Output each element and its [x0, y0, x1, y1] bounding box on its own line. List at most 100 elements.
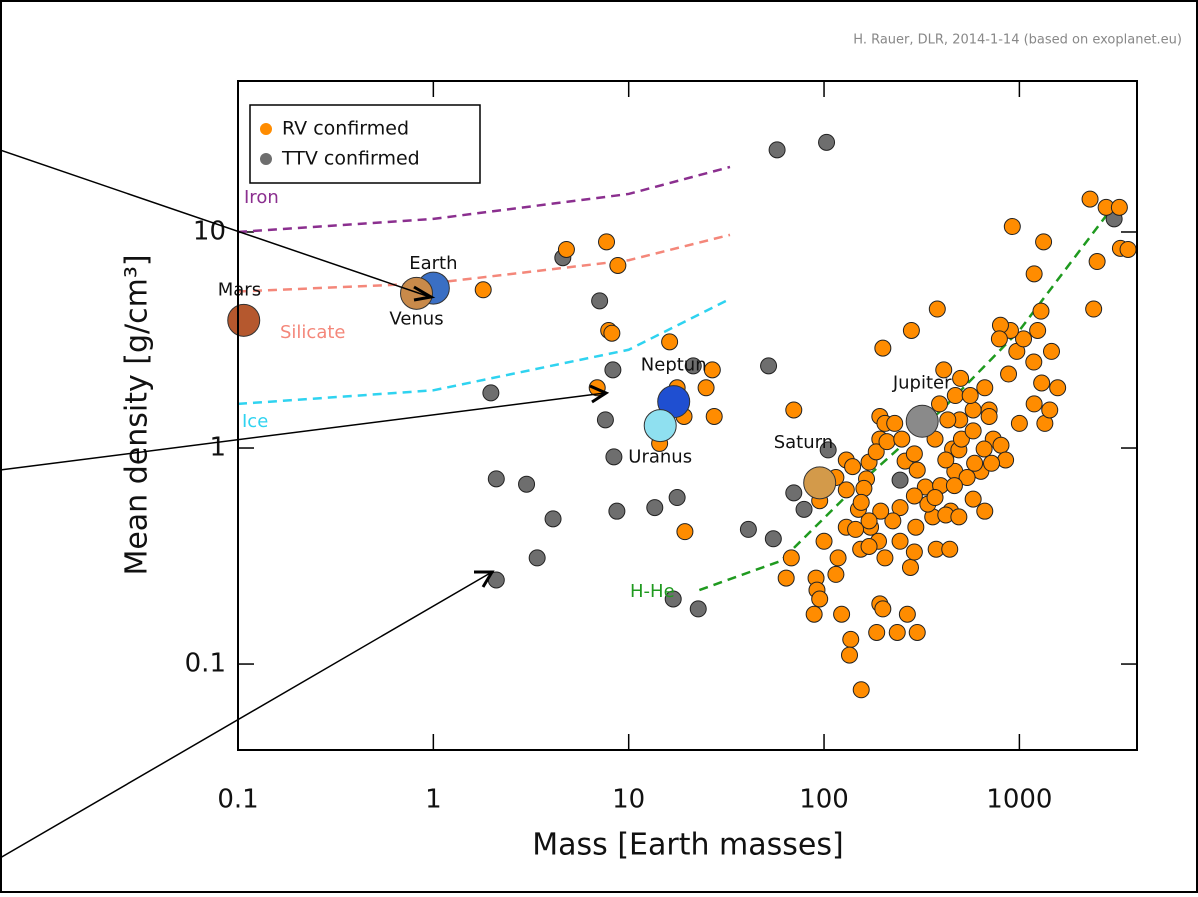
data-point: [1119, 240, 1137, 258]
data-point: [997, 451, 1015, 469]
x-axis-title: Mass [Earth masses]: [532, 828, 843, 863]
data-point: [908, 623, 926, 641]
data-point: [689, 600, 707, 618]
data-point: [1029, 321, 1047, 339]
data-point: [487, 470, 505, 488]
legend-label: TTV confirmed: [281, 148, 420, 170]
data-point: [705, 407, 723, 425]
data-point: [1041, 401, 1059, 419]
curve-label: H-He: [630, 581, 675, 602]
data-point: [1010, 414, 1028, 432]
legend-marker: [260, 123, 272, 135]
data-point: [983, 454, 1001, 472]
plot-content: [238, 133, 1137, 699]
data-point: [908, 461, 926, 479]
data-point: [941, 540, 959, 558]
data-point: [598, 233, 616, 251]
x-tick-label: 1: [425, 785, 442, 815]
data-point: [852, 493, 870, 511]
data-point: [860, 538, 878, 556]
data-point: [1033, 374, 1051, 392]
annotation-arrows: [0, 149, 610, 859]
data-point: [795, 500, 813, 518]
data-point: [605, 448, 623, 466]
data-point: [842, 630, 860, 648]
data-point: [528, 549, 546, 567]
arrow-head: [474, 570, 495, 588]
data-point: [474, 281, 492, 299]
data-point: [827, 565, 845, 583]
y-tick-label: 1: [209, 433, 226, 463]
data-point: [1085, 300, 1103, 318]
data-point: [950, 508, 968, 526]
data-point: [961, 387, 979, 405]
data-point: [867, 443, 885, 461]
data-point: [891, 499, 909, 517]
data-point: [841, 646, 859, 664]
data-point: [935, 361, 953, 379]
data-point: [1088, 253, 1106, 271]
data-point: [975, 440, 993, 458]
data-point: [1110, 198, 1128, 216]
data-point: [829, 549, 847, 567]
data-point: [964, 422, 982, 440]
data-point: [1032, 302, 1050, 320]
planet-label: Venus: [389, 308, 443, 329]
planet-label: Earth: [409, 253, 457, 274]
planet-label: Saturn: [774, 432, 833, 453]
curve-label: Silicate: [280, 322, 346, 343]
data-point: [898, 605, 916, 623]
data-point: [1025, 265, 1043, 283]
data-point: [785, 484, 803, 502]
data-point: [990, 330, 1008, 348]
arrow: [0, 392, 606, 471]
data-point: [661, 333, 679, 351]
data-point: [891, 471, 909, 489]
data-point: [1000, 365, 1018, 383]
data-point: [992, 436, 1010, 454]
data-point: [886, 414, 904, 432]
y-tick-label: 0.1: [185, 649, 226, 679]
data-point: [958, 469, 976, 487]
data-point: [1025, 353, 1043, 371]
planet-label: Mars: [218, 279, 261, 300]
data-point: [777, 569, 795, 587]
data-point: [980, 407, 998, 425]
model-curve: [238, 165, 731, 234]
data-point: [964, 490, 982, 508]
x-tick-label: 10: [612, 785, 645, 815]
data-point: [901, 558, 919, 576]
data-point: [891, 532, 909, 550]
data-point: [609, 256, 627, 274]
data-point: [874, 339, 892, 357]
data-point: [926, 489, 944, 507]
data-point: [876, 549, 894, 567]
legend-box: [249, 104, 481, 184]
data-point: [878, 433, 896, 451]
data-point: [874, 600, 892, 618]
data-point: [1015, 330, 1033, 348]
planet: [905, 404, 939, 438]
legend-marker: [260, 153, 272, 165]
data-point: [782, 549, 800, 567]
data-point: [966, 454, 984, 472]
planet: [400, 276, 434, 310]
data-point: [805, 605, 823, 623]
data-point: [852, 681, 870, 699]
curve-label: Ice: [242, 411, 268, 432]
data-point: [557, 240, 575, 258]
data-point: [811, 590, 829, 608]
arrow: [0, 149, 431, 298]
data-point: [937, 451, 955, 469]
data-point: [684, 357, 702, 375]
x-tick-label: 0.1: [217, 785, 258, 815]
data-point: [819, 441, 837, 459]
planet: [643, 409, 677, 443]
arrow-head: [413, 285, 436, 302]
data-point: [905, 445, 923, 463]
data-point: [1042, 342, 1060, 360]
curve-label: Iron: [244, 187, 279, 208]
data-point: [591, 292, 609, 310]
